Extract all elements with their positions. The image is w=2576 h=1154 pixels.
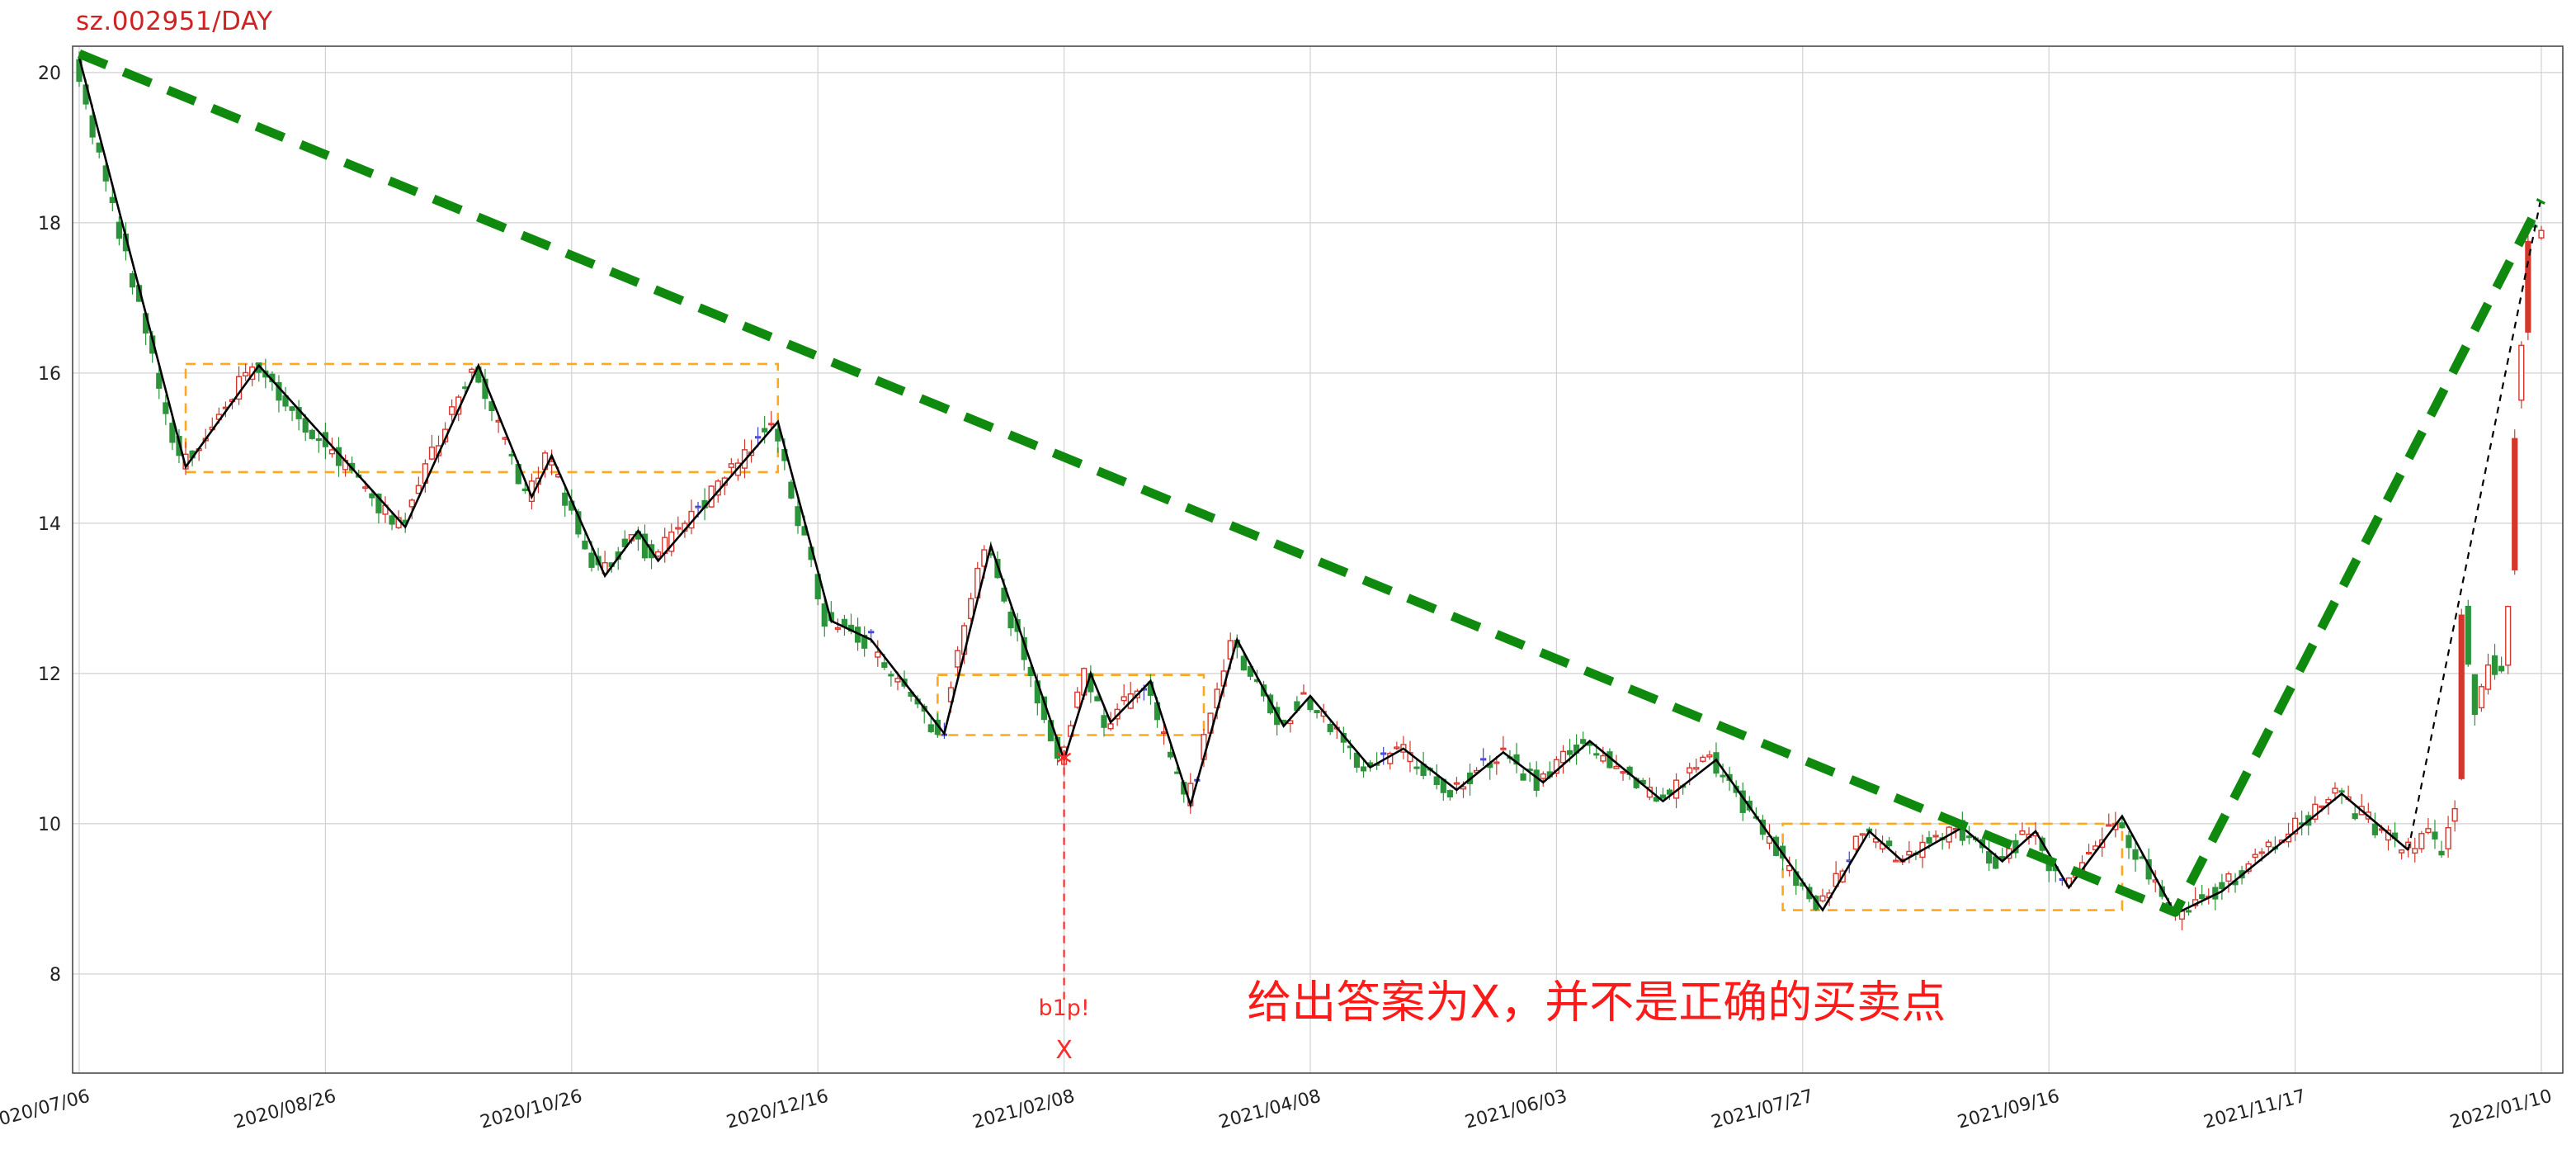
- event-label: b1p!: [1038, 996, 1089, 1021]
- answer-note: 给出答案为X，并不是正确的买卖点: [1247, 977, 1946, 1029]
- event-marker-group: b1p! X: [1038, 750, 1090, 1065]
- x-tick-label: 2021/06/03: [1463, 1086, 1569, 1133]
- y-tick-label: 16: [38, 364, 61, 385]
- x-tick-label: 2022/01/10: [2448, 1086, 2555, 1133]
- y-tick-label: 18: [38, 214, 61, 234]
- x-tick-label: 2020/08/26: [232, 1086, 338, 1133]
- x-tick-label: 2020/10/26: [478, 1086, 584, 1133]
- x-tick-label: 2021/11/17: [2201, 1086, 2308, 1133]
- range-boxes: [184, 362, 2124, 911]
- plot-frame: [72, 45, 2564, 1074]
- y-tick-label: 8: [50, 965, 61, 986]
- y-axis-labels: 8 10 12 14 16 18 20: [38, 64, 61, 986]
- x-tick-label: 2020/07/06: [0, 1086, 92, 1133]
- x-tick-label: 2021/04/08: [1217, 1086, 1323, 1133]
- event-star-icon: [1056, 752, 1072, 763]
- trend-line: [77, 50, 2545, 917]
- x-axis-labels: 2020/07/06 2020/08/26 2020/10/26 2020/12/16…: [0, 1086, 2555, 1133]
- y-tick-label: 20: [38, 64, 61, 84]
- y-tick-label: 12: [38, 664, 61, 685]
- x-tick-label: 2020/12/16: [724, 1086, 831, 1133]
- x-tick-label: 2021/02/08: [970, 1086, 1077, 1133]
- grid: [73, 46, 2563, 1073]
- range-box: [184, 362, 780, 474]
- x-tick-label: 2021/07/27: [1709, 1086, 1815, 1133]
- event-x-mark: X: [1055, 1036, 1073, 1065]
- range-box: [1781, 822, 2124, 911]
- y-tick-label: 10: [38, 815, 61, 835]
- x-tick-label: 2021/09/16: [1956, 1086, 2062, 1133]
- y-tick-label: 14: [38, 514, 61, 535]
- zigzag-line: [78, 57, 2409, 915]
- chart-title: sz.002951/DAY: [76, 7, 273, 36]
